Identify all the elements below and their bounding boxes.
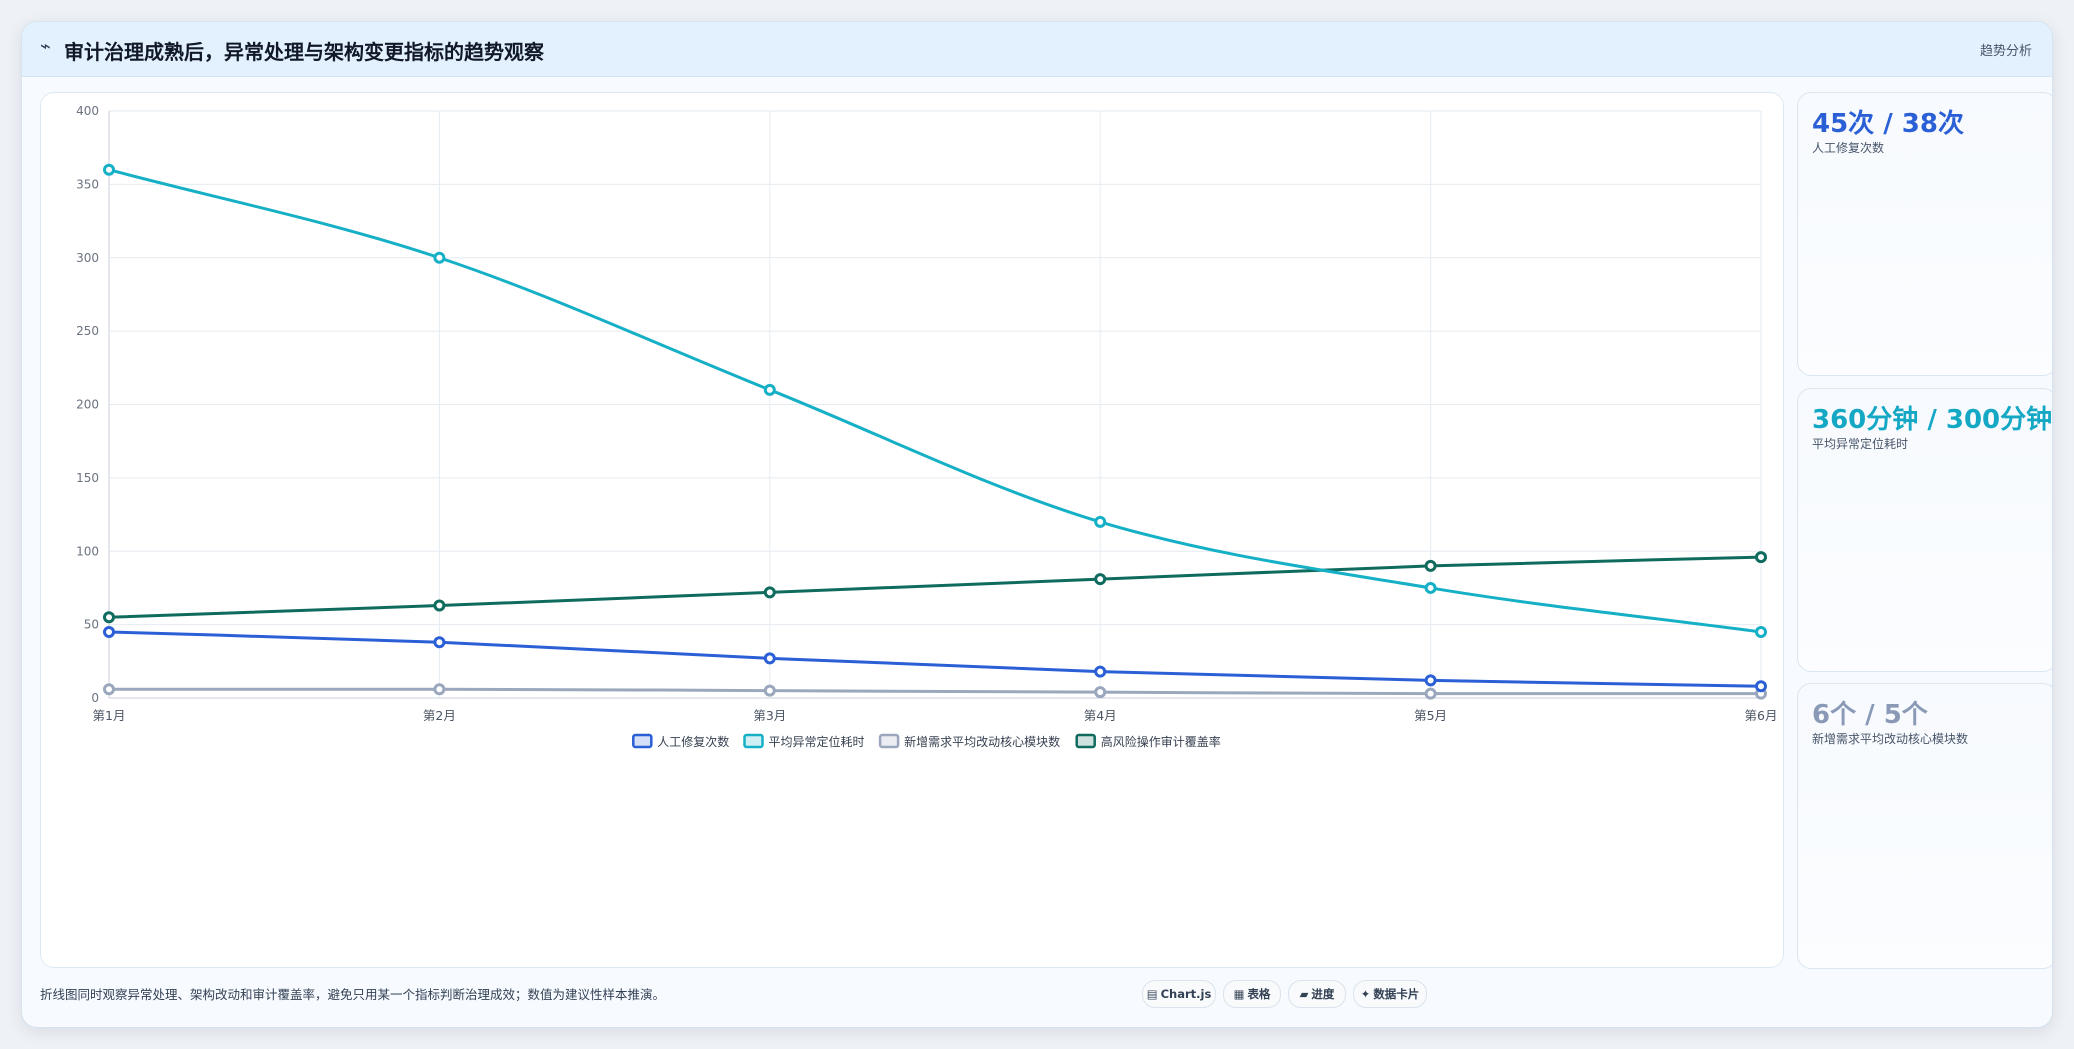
legend-swatch xyxy=(1075,733,1096,749)
line-chart: 0 50 100 150 200 250 300 350 400 第1月 第2月 第3月 第4月 第5月 第… xyxy=(76,104,1778,749)
data-point xyxy=(1424,687,1437,700)
data-point xyxy=(103,611,115,624)
metric-label: 新增需求平均改动核心模块数 xyxy=(1812,732,1969,746)
y-tick-label: 300 xyxy=(76,251,99,265)
x-tick-label: 第6月 xyxy=(1745,708,1778,723)
data-point xyxy=(1094,573,1107,586)
x-tick-label: 第5月 xyxy=(1414,708,1447,723)
trend-line-icon: ⌁ xyxy=(40,36,51,57)
page-title: 审计治理成熟后，异常处理与架构变更指标的趋势观察 xyxy=(64,40,544,64)
data-point xyxy=(1755,680,1767,693)
metric-label: 平均异常定位耗时 xyxy=(1812,437,1909,451)
y-tick-label: 350 xyxy=(76,177,99,191)
data-point xyxy=(433,251,446,264)
data-point xyxy=(763,383,776,396)
line-chart-panel: 0 50 100 150 200 250 300 350 400 第1月 第2月 第3月 第4月 第5月 第… xyxy=(40,92,1784,968)
x-tick-label: 第2月 xyxy=(423,708,456,723)
y-tick-label: 200 xyxy=(76,398,99,412)
dashboard-window: ⌁ 审计治理成熟后，异常处理与架构变更指标的趋势观察 趋势分析 0 50 100 15… xyxy=(21,21,2053,1028)
y-tick-label: 250 xyxy=(76,324,99,338)
y-tick-label: 100 xyxy=(76,544,99,558)
x-tick-label: 第3月 xyxy=(753,708,786,723)
data-point xyxy=(1755,625,1767,638)
y-tick-label: 0 xyxy=(91,691,99,705)
y-tick-label: 400 xyxy=(76,104,99,118)
legend-label: 人工修复次数 xyxy=(657,734,729,749)
chart-icon: ▤ xyxy=(1146,987,1158,1001)
legend-label: 平均异常定位耗时 xyxy=(769,734,865,749)
chartjs-button[interactable]: ▤ Chart.js xyxy=(1142,980,1216,1008)
data-point xyxy=(103,163,115,176)
data-point xyxy=(1094,686,1107,699)
y-tick-label: 50 xyxy=(84,618,99,632)
progress-button[interactable]: ▰ 进度 xyxy=(1288,980,1346,1008)
series-line xyxy=(108,687,1761,696)
data-card-button[interactable]: ✦ 数据卡片 xyxy=(1353,980,1427,1008)
data-point xyxy=(1424,559,1437,572)
data-point xyxy=(1755,551,1767,564)
series-line xyxy=(108,630,1762,688)
data-point xyxy=(1094,515,1107,528)
analysis-tag: 趋势分析 xyxy=(1979,44,2032,59)
data-point xyxy=(763,652,776,665)
metric-value: 6个 / 5个 xyxy=(1812,700,1928,730)
legend-label: 高风险操作审计覆盖率 xyxy=(1101,734,1221,749)
series-line xyxy=(108,555,1762,619)
legend-swatch xyxy=(632,733,653,749)
card-icon: ✦ xyxy=(1360,987,1371,1001)
legend-swatch xyxy=(743,733,764,749)
data-point xyxy=(763,586,776,599)
table-button[interactable]: ▦ 表格 xyxy=(1223,980,1281,1008)
legend-swatch xyxy=(878,733,900,749)
data-point xyxy=(1424,674,1437,687)
data-point xyxy=(103,625,115,638)
x-tick-label: 第4月 xyxy=(1084,708,1117,723)
metric-card-core-modules: 6个 / 5个 新增需求平均改动核心模块数 xyxy=(1797,683,2052,969)
legend-label: 新增需求平均改动核心模块数 xyxy=(904,734,1060,749)
x-tick-label: 第1月 xyxy=(93,708,126,723)
data-point xyxy=(1424,581,1437,594)
data-point xyxy=(763,684,776,697)
series-line xyxy=(108,168,1762,634)
progress-icon: ▰ xyxy=(1299,987,1309,1001)
metric-value: 45次 / 38次 xyxy=(1812,109,1964,139)
metric-value: 360分钟 / 300分钟 xyxy=(1812,405,2053,435)
table-icon: ▦ xyxy=(1233,987,1245,1001)
data-point xyxy=(433,599,446,612)
data-point xyxy=(103,683,115,696)
header: ⌁ 审计治理成熟后，异常处理与架构变更指标的趋势观察 趋势分析 xyxy=(22,22,2052,77)
data-point xyxy=(433,683,446,696)
y-tick-label: 150 xyxy=(76,471,99,485)
data-point xyxy=(1094,665,1107,678)
footer-note: 折线图同时观察异常处理、架构改动和审计覆盖率，避免只用某一个指标判断治理成效；数… xyxy=(40,987,666,1002)
metric-label: 人工修复次数 xyxy=(1812,141,1885,155)
data-point xyxy=(433,636,446,649)
metric-card-locate-time: 360分钟 / 300分钟 平均异常定位耗时 xyxy=(1797,388,2053,672)
metric-card-manual-repair: 45次 / 38次 人工修复次数 xyxy=(1797,92,2052,376)
